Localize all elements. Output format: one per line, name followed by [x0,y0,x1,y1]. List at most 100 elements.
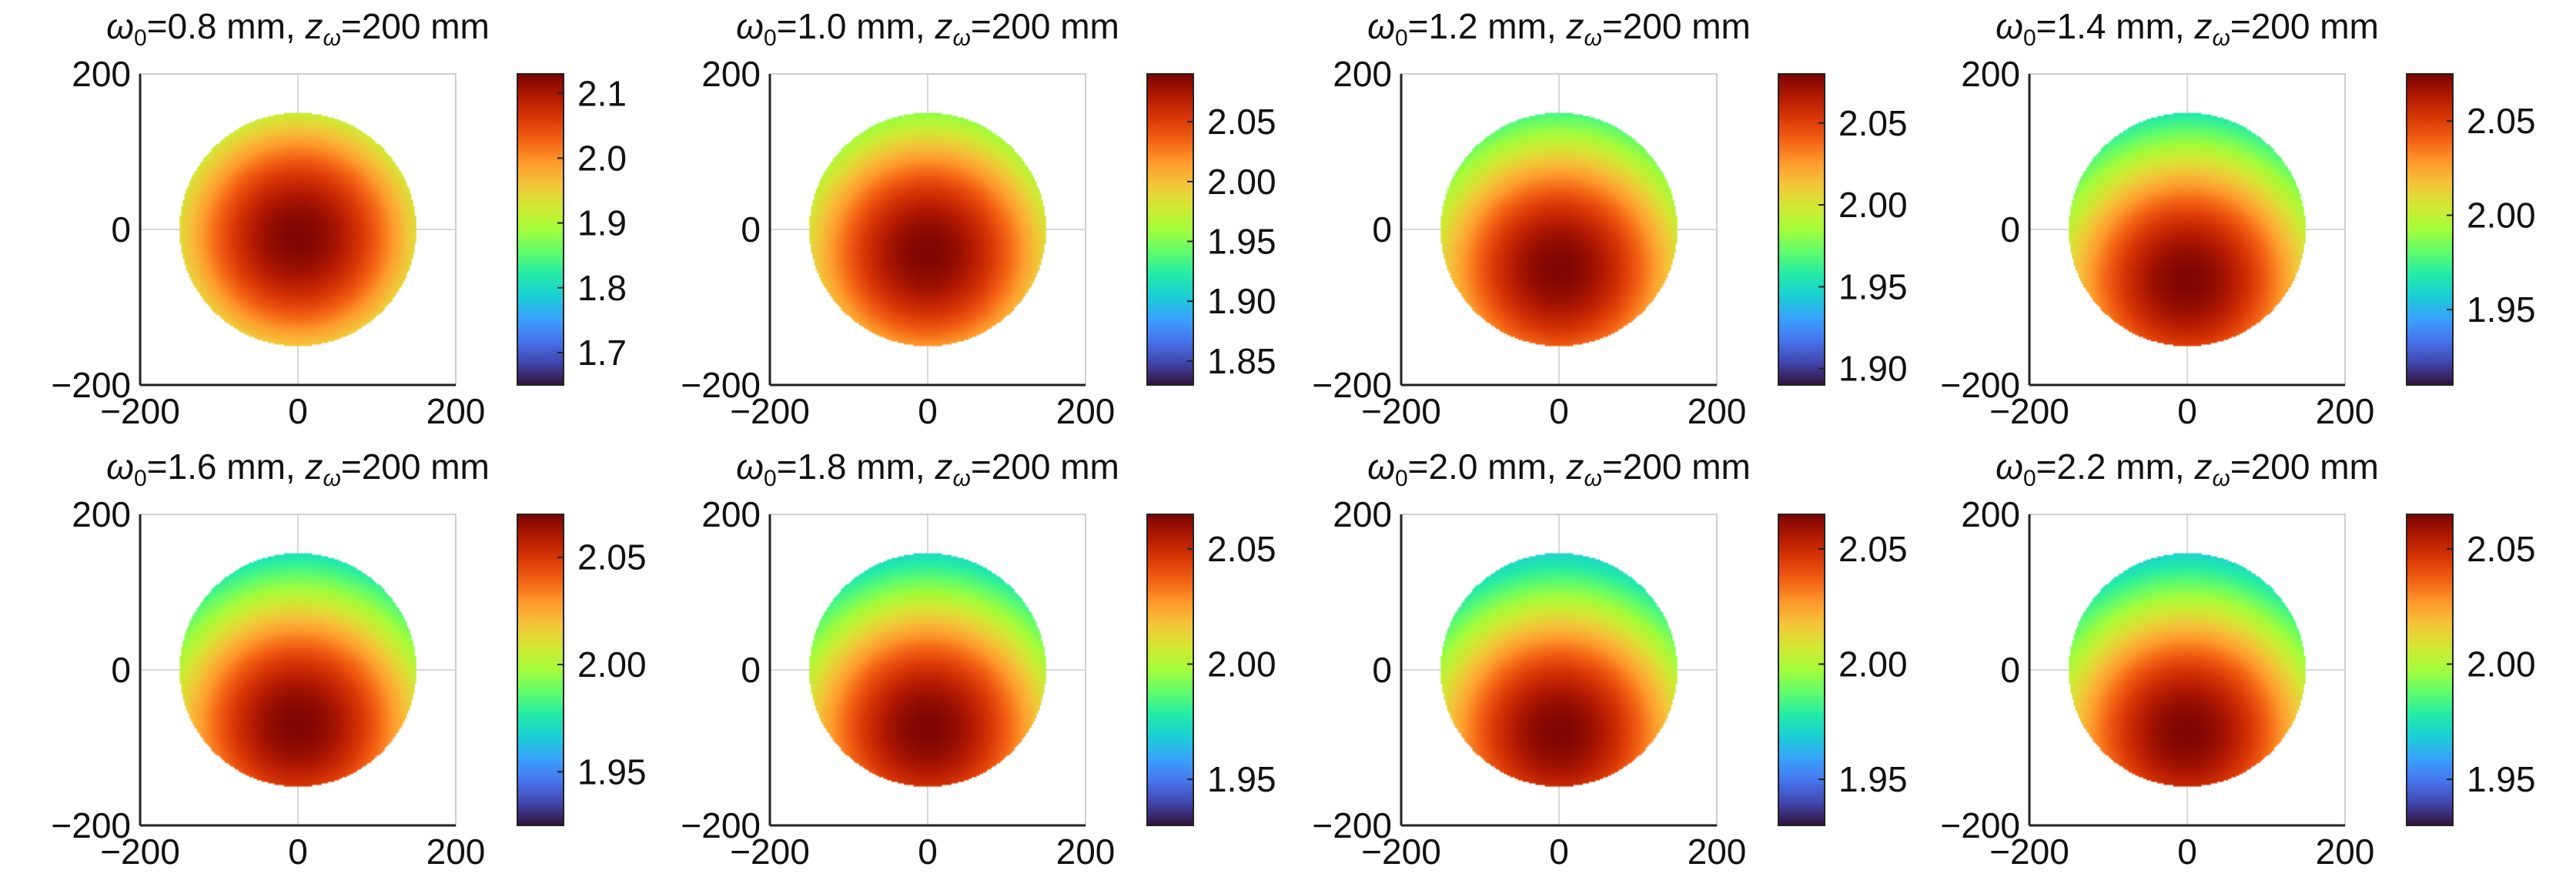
colorbar-tick-label: 1.90 [1838,349,1908,389]
colorbar [1146,73,1194,386]
x-tick-label: 0 [1549,832,1569,872]
heatmap-disk [770,514,1086,825]
colorbar [517,514,564,826]
x-tick-label: 200 [1056,391,1116,431]
colorbar-tick-label: 1.95 [577,751,647,792]
x-tick-label: 200 [427,832,486,872]
x-tick-label: 0 [288,832,308,872]
heatmap-disk [140,74,456,385]
y-tick-label: −200 [51,805,131,845]
x-tick-label: 200 [1688,391,1747,431]
subplot-title: ω0=1.2 mm, zω=200 mm [1367,6,1751,51]
x-tick-label: −200 [100,391,180,431]
colorbar-tick-label: 2.00 [1207,162,1276,202]
y-tick-label: 200 [72,494,131,534]
colorbar-tick-label: 2.05 [2467,529,2536,569]
colorbar-tick-label: 1.95 [2467,759,2536,799]
y-tick-label: 0 [1372,650,1392,690]
colorbar [517,73,564,386]
x-tick-label: 0 [918,391,938,431]
y-tick-label: 0 [741,650,761,690]
x-tick-label: 200 [2316,391,2375,431]
y-tick-label: 200 [1333,494,1392,534]
x-tick-label: 200 [1056,832,1116,872]
subplot-title: ω0=0.8 mm, zω=200 mm [106,6,490,51]
y-tick-label: −200 [1312,805,1392,845]
colorbar-tick-label: 2.00 [1838,185,1908,225]
x-tick-label: 200 [2316,832,2375,872]
y-tick-label: 0 [741,209,761,249]
x-tick-label: 0 [918,832,938,872]
heatmap-disk [770,74,1086,385]
x-tick-label: −200 [1361,391,1441,431]
heatmap-disk [2029,514,2345,825]
colorbar-tick-label: 2.05 [1207,529,1276,569]
subplot-title: ω0=1.0 mm, zω=200 mm [736,6,1119,51]
y-tick-label: −200 [1940,365,2020,405]
y-tick-label: 0 [2000,650,2020,690]
colorbar-tick-label: 1.95 [1838,759,1908,799]
y-tick-label: 0 [2000,209,2020,249]
colorbar-tick-label: 1.95 [1207,222,1276,262]
colorbar-tick-label: 1.95 [1207,759,1276,799]
x-tick-label: −200 [1989,391,2069,431]
x-tick-label: 0 [288,391,308,431]
y-tick-label: 0 [111,650,131,690]
x-tick-label: −200 [1989,832,2069,872]
x-tick-label: −200 [730,832,810,872]
heatmap-disk [2029,74,2345,385]
subplot-title: ω0=1.8 mm, zω=200 mm [736,447,1119,491]
x-tick-label: 200 [427,391,486,431]
x-tick-label: −200 [730,391,810,431]
y-tick-label: 0 [111,209,131,249]
colorbar-tick-label: 2.0 [577,138,627,178]
y-tick-label: 200 [1961,494,2020,534]
colorbar-tick-label: 2.00 [2467,196,2536,236]
y-tick-label: −200 [1312,365,1392,405]
colorbar-tick-label: 2.00 [2467,644,2536,684]
colorbar-tick-label: 2.05 [1838,529,1908,569]
colorbar [1778,514,1825,826]
x-tick-label: −200 [100,832,180,872]
subplot-title: ω0=1.4 mm, zω=200 mm [1996,6,2379,51]
y-tick-label: 200 [1961,54,2020,94]
colorbar-tick-label: 2.05 [1838,103,1908,143]
colorbar-tick-label: 1.90 [1207,281,1276,321]
colorbar-tick-label: 1.85 [1207,341,1276,381]
x-tick-label: 0 [2177,832,2197,872]
heatmap-disk [1401,74,1717,385]
y-tick-label: −200 [681,805,761,845]
y-tick-label: −200 [1940,805,2020,845]
x-tick-label: 0 [1549,391,1569,431]
subplot-title: ω0=1.6 mm, zω=200 mm [106,447,490,491]
colorbar-tick-label: 1.95 [1838,266,1908,306]
colorbar [2406,73,2454,386]
colorbar-tick-label: 2.00 [1838,644,1908,684]
colorbar-tick-label: 2.00 [577,644,647,684]
colorbar-tick-label: 1.7 [577,333,627,373]
y-tick-label: −200 [681,365,761,405]
y-tick-label: 200 [701,54,761,94]
colorbar-tick-label: 2.1 [577,73,627,113]
y-tick-label: 200 [701,494,761,534]
heatmap-disk [1401,514,1717,825]
x-tick-label: 0 [2177,391,2197,431]
y-tick-label: 200 [1333,54,1392,94]
colorbar-tick-label: 2.00 [1207,644,1276,684]
colorbar [1778,73,1825,386]
colorbar [1146,514,1194,826]
y-tick-label: −200 [51,365,131,405]
x-tick-label: −200 [1361,832,1441,872]
colorbar-tick-label: 2.05 [577,537,647,577]
colorbar-tick-label: 1.9 [577,203,627,243]
colorbar-tick-label: 2.05 [1207,102,1276,142]
colorbar-tick-label: 1.8 [577,268,627,308]
